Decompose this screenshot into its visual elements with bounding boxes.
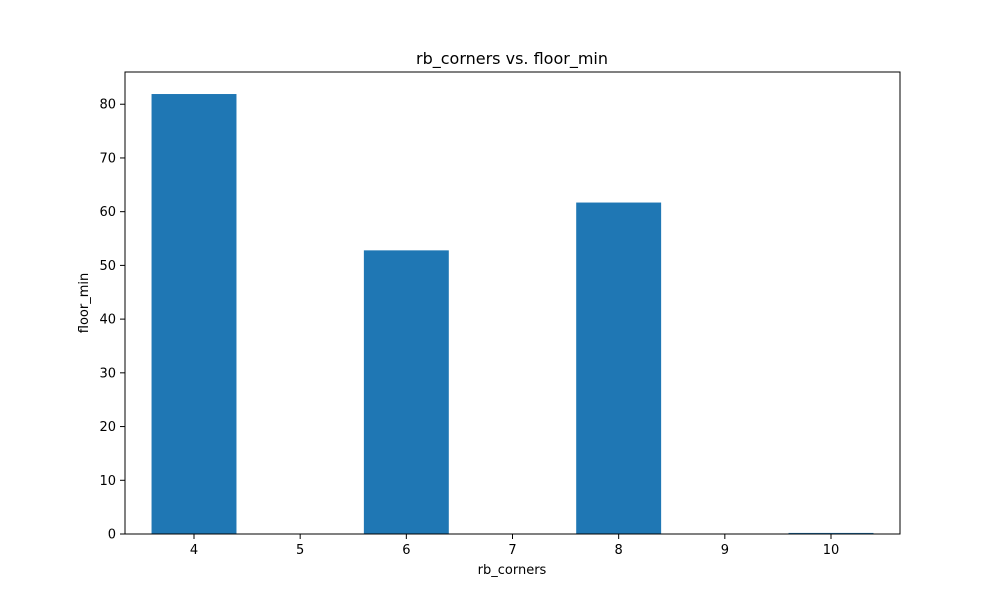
x-tick-label: 4 [190,543,198,558]
plot-frame [124,71,901,535]
x-tick-label: 8 [615,543,623,558]
y-tick-label: 80 [99,98,116,113]
y-tick-label: 70 [99,151,116,166]
x-axis-label: rb_corners [478,563,547,578]
y-tick-label: 20 [99,420,116,435]
bar-10 [788,532,874,534]
x-tick-label: 7 [508,543,516,558]
x-tick-label: 10 [823,543,840,558]
y-tick-label: 0 [108,528,116,543]
bar-4 [151,94,237,535]
y-tick-label: 60 [99,205,116,220]
x-tick-label: 9 [721,543,729,558]
chart-title: rb_corners vs. floor_min [416,49,608,69]
x-tick-label: 5 [296,543,304,558]
x-tick-label: 6 [402,543,410,558]
y-tick-label: 30 [99,366,116,381]
y-axis-ticks: 0 10 20 30 40 50 60 70 80 [99,98,125,543]
bar-6 [363,250,449,534]
bars-group [151,94,874,535]
bar-8 [576,202,662,534]
y-tick-label: 10 [99,474,116,489]
y-axis-label: floor_min [77,273,92,333]
x-axis-ticks: 4 5 6 7 8 9 10 [190,534,839,558]
y-tick-label: 50 [99,259,116,274]
y-tick-label: 40 [99,313,116,328]
